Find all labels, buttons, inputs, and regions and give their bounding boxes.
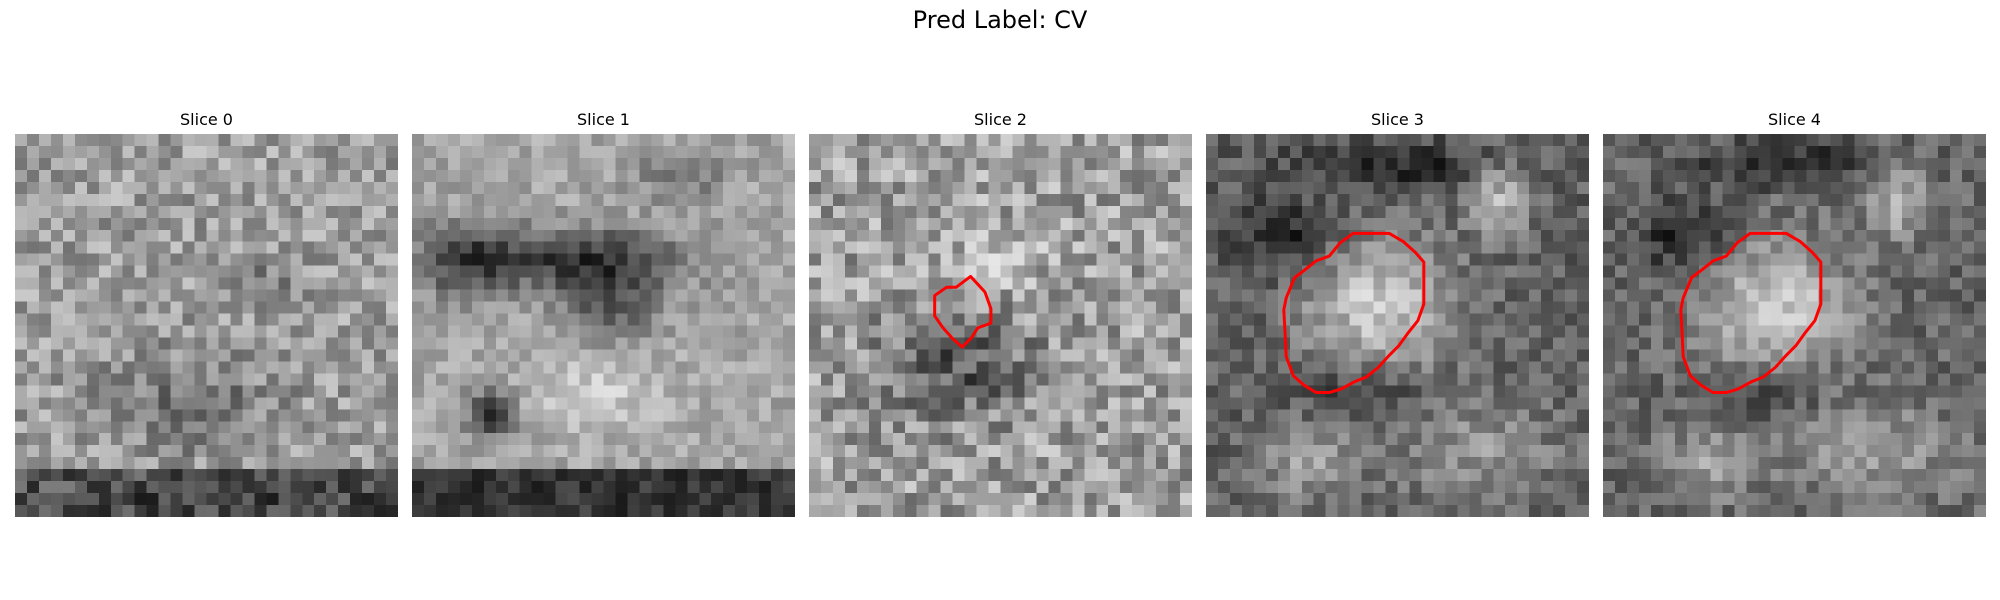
slice-title-1: Slice 1 (412, 108, 795, 132)
slice-title-4: Slice 4 (1603, 108, 1986, 132)
slice-panel-4: Slice 4 (1603, 108, 1986, 517)
figure-title: Pred Label: CV (0, 6, 2000, 34)
slice-panel-0: Slice 0 (15, 108, 398, 517)
slice-image-1 (412, 134, 795, 517)
slice-image-3 (1206, 134, 1589, 517)
slice-title-2: Slice 2 (809, 108, 1192, 132)
slice-image-4 (1603, 134, 1986, 517)
slice-panel-1: Slice 1 (412, 108, 795, 517)
slice-title-0: Slice 0 (15, 108, 398, 132)
slice-title-3: Slice 3 (1206, 108, 1589, 132)
slice-image-2 (809, 134, 1192, 517)
slice-panel-2: Slice 2 (809, 108, 1192, 517)
slice-image-0 (15, 134, 398, 517)
slice-panel-3: Slice 3 (1206, 108, 1589, 517)
